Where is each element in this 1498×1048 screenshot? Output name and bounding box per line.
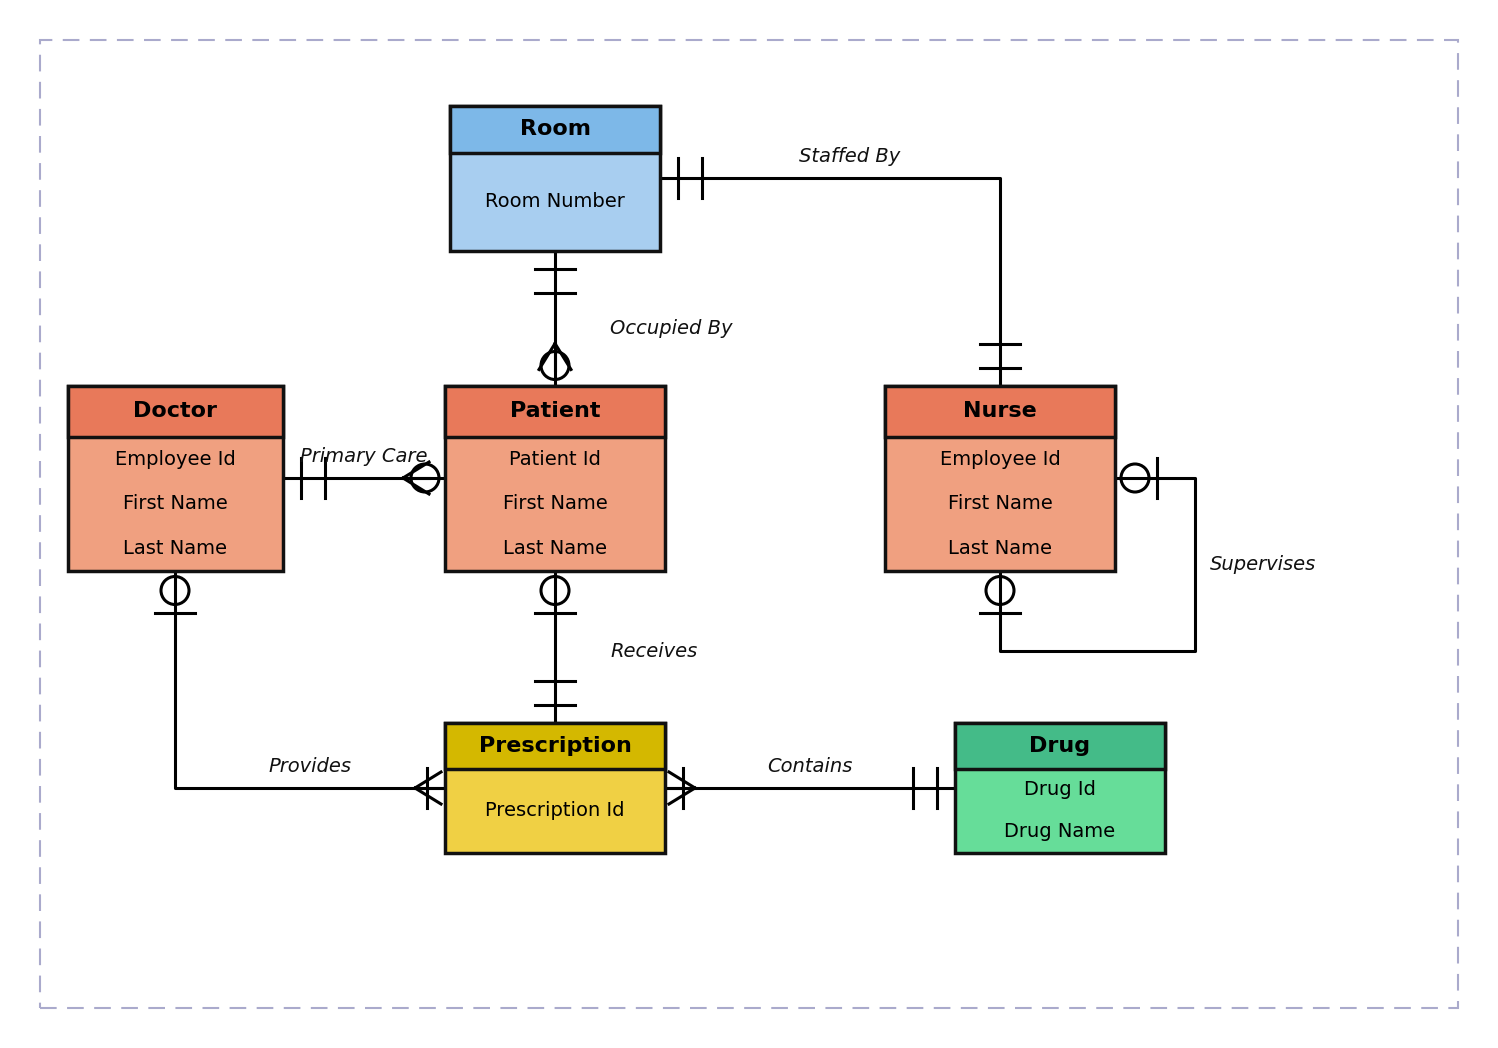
- Text: Prescription: Prescription: [478, 736, 632, 756]
- Text: Occupied By: Occupied By: [610, 319, 733, 337]
- Bar: [956, 723, 1165, 853]
- Text: Last Name: Last Name: [948, 539, 1052, 558]
- Text: Drug Id: Drug Id: [1025, 780, 1097, 800]
- Bar: [449, 106, 661, 153]
- Text: Last Name: Last Name: [503, 539, 607, 558]
- Text: Staffed By: Staffed By: [800, 147, 900, 166]
- Bar: [885, 386, 1115, 570]
- Text: Prescription Id: Prescription Id: [485, 802, 625, 821]
- Text: Employee Id: Employee Id: [939, 450, 1061, 470]
- Text: Receives: Receives: [610, 642, 697, 661]
- Text: Nurse: Nurse: [963, 401, 1037, 421]
- Bar: [445, 723, 665, 768]
- Text: First Name: First Name: [503, 495, 607, 514]
- Bar: [445, 723, 665, 853]
- Bar: [67, 386, 283, 570]
- Bar: [445, 386, 665, 437]
- Text: Patient: Patient: [509, 401, 601, 421]
- Bar: [445, 386, 665, 570]
- Text: Employee Id: Employee Id: [115, 450, 235, 470]
- Text: Doctor: Doctor: [133, 401, 217, 421]
- Text: Room: Room: [520, 119, 590, 139]
- Bar: [885, 386, 1115, 437]
- Text: Contains: Contains: [767, 757, 852, 776]
- Bar: [449, 106, 661, 250]
- Bar: [67, 386, 283, 437]
- Text: Room Number: Room Number: [485, 193, 625, 212]
- Bar: [956, 723, 1165, 768]
- Text: Last Name: Last Name: [123, 539, 228, 558]
- Text: Patient Id: Patient Id: [509, 450, 601, 470]
- Text: Drug: Drug: [1029, 736, 1091, 756]
- Text: Provides: Provides: [268, 757, 352, 776]
- Text: First Name: First Name: [123, 495, 228, 514]
- Text: Primary Care: Primary Care: [300, 446, 427, 465]
- Text: Drug Name: Drug Name: [1005, 823, 1116, 842]
- Text: Supervises: Supervises: [1210, 554, 1317, 573]
- Text: First Name: First Name: [948, 495, 1053, 514]
